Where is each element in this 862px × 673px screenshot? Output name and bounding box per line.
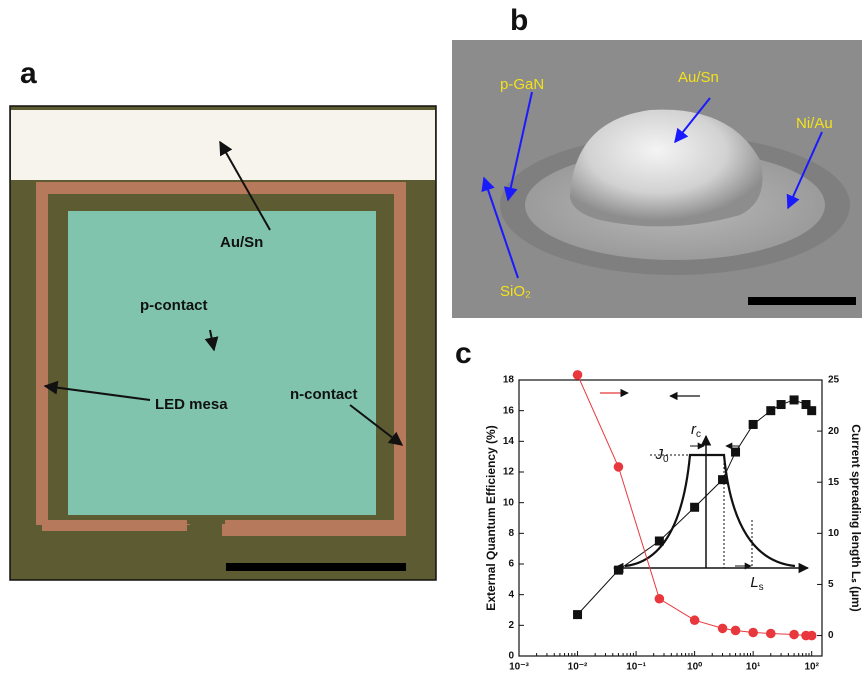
x-tick-label: 10⁻¹ [626,662,646,673]
panel-label: c [455,337,472,370]
marker [790,395,799,404]
marker [573,610,582,619]
marker [807,406,816,415]
annotation: Au/Sn [220,234,263,251]
inset-schematic [600,393,808,568]
y2-tick-label: 10 [828,528,840,539]
y-tick-label: 2 [508,620,514,631]
marker [573,370,583,380]
marker [614,566,623,575]
plot-frame [519,380,822,656]
figure: a Au/Sn p-contact LED mesa n-contact b p… [0,0,862,673]
annotation: Ni/Au [796,115,833,132]
marker [718,475,727,484]
panel-a-image [10,106,436,580]
y2-tick-label: 15 [828,477,840,488]
annotation: SiO₂ [500,283,531,300]
y-tick-label: 14 [503,436,515,447]
marker [655,537,664,546]
inset-label-main: L [750,574,758,591]
marker [777,400,786,409]
inset-label: rc [691,421,701,440]
y-tick-label: 18 [503,375,515,386]
y-tick-label: 12 [503,467,515,478]
x-tick-label: 10² [804,662,819,673]
y-axis-label: External Quantum Efficiency (%) [484,425,498,610]
inset-label-sub: s [759,582,764,593]
annotation: p-GaN [500,76,544,93]
inset-label-sub: c [696,429,701,440]
marker [718,624,728,634]
marker [655,594,665,604]
marker [614,462,624,472]
panel-label: b [510,4,528,37]
y-tick-label: 10 [503,497,515,508]
chart: 10⁻³ 10⁻² 10⁻¹ 10⁰ 10¹ 10² 0 2 4 6 8 10 12 14 16 18 0 5 10… [484,370,862,673]
x-tick-label: 10¹ [746,662,761,673]
y2-tick-label: 0 [828,630,834,641]
y-tick-label: 6 [508,559,514,570]
marker [766,629,776,639]
inset-label: J0 [654,446,669,465]
y-tick-label: 0 [508,651,514,662]
marker [789,630,799,640]
marker [731,626,741,636]
y-tick-label: 16 [503,405,515,416]
inset-label-sub: 0 [663,454,669,465]
annotation: n-contact [290,386,358,403]
y-tick-label: 8 [508,528,514,539]
annotation: p-contact [140,297,208,314]
x-tick-label: 10⁻² [568,662,588,673]
marker [766,406,775,415]
y2-tick-label: 25 [828,375,840,386]
marker [748,628,758,638]
panel-label: a [20,57,37,90]
marker [749,420,758,429]
marker [690,615,700,625]
x-tick-label: 10⁰ [687,662,702,673]
marker [807,631,817,641]
annotation: Au/Sn [678,69,719,86]
marker [731,448,740,457]
inset-label: Ls [750,574,763,593]
y2-tick-label: 5 [828,579,834,590]
y2-axis-label: Current spreading length Lₛ (µm) [849,424,862,611]
y-tick-label: 4 [508,589,514,600]
y2-tick-label: 20 [828,426,840,437]
marker [690,503,699,512]
annotation: LED mesa [155,396,228,413]
x-tick-label: 10⁻³ [509,662,529,673]
